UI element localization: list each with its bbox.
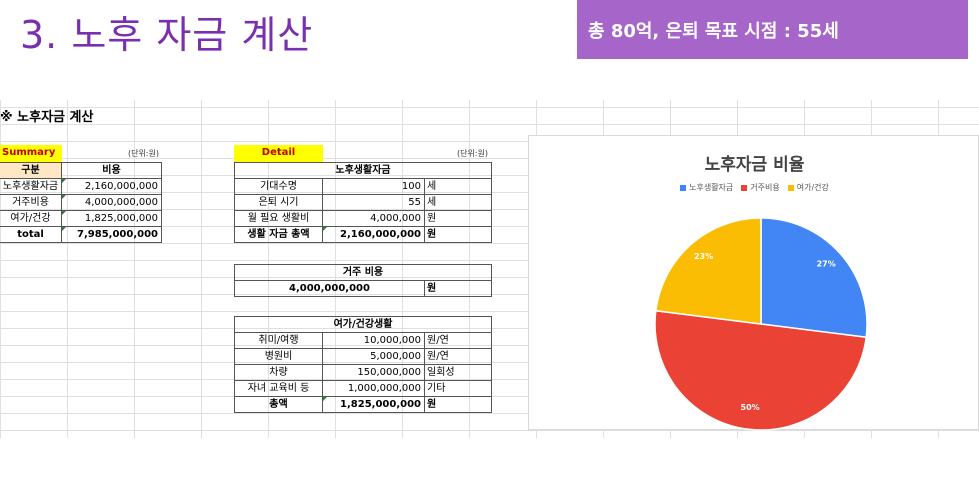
summary-row-value[interactable]: 4,000,000,000	[61, 194, 162, 211]
pie-slice-0[interactable]	[760, 217, 868, 339]
pie-chart-svg: 27% 50% 23%	[654, 217, 868, 431]
legend-item: 거주비용	[741, 182, 780, 193]
living-row-unit[interactable]: 세	[424, 194, 492, 211]
leisure-total-unit[interactable]: 원	[424, 396, 492, 413]
summary-row-name[interactable]: 여가/건강	[0, 210, 62, 227]
living-row-name[interactable]: 월 필요 생활비	[234, 210, 323, 227]
living-total-value[interactable]: 2,160,000,000	[322, 226, 425, 243]
detail-label[interactable]: Detail	[234, 145, 323, 162]
legend-label: 거주비용	[750, 183, 780, 192]
summary-total-label[interactable]: total	[0, 226, 62, 243]
leisure-total-value[interactable]: 1,825,000,000	[322, 396, 425, 413]
pie-slice-2[interactable]	[654, 217, 762, 325]
sheet-title: ※ 노후자금 계산	[0, 110, 94, 125]
pie-slice-label: 27%	[817, 260, 836, 269]
detail-unit[interactable]: (단위:원)	[456, 149, 488, 158]
leisure-row-unit[interactable]: 기타	[424, 380, 492, 397]
leisure-total-name[interactable]: 총액	[234, 396, 323, 413]
leisure-row-value[interactable]: 1,000,000,000	[322, 380, 425, 397]
leisure-row-name[interactable]: 자녀 교육비 등	[234, 380, 323, 397]
chart-title: 노후자금 비율	[704, 155, 805, 175]
living-header[interactable]: 노후생활자금	[234, 162, 492, 179]
summary-unit[interactable]: (단위:원)	[127, 149, 159, 158]
leisure-row-name[interactable]: 취미/여행	[234, 332, 323, 349]
leisure-row-value[interactable]: 150,000,000	[322, 364, 425, 381]
living-row-unit[interactable]: 세	[424, 178, 492, 195]
legend-item: 여가/건강	[787, 182, 829, 193]
summary-header-cost[interactable]: 비용	[61, 162, 162, 179]
leisure-row-unit[interactable]: 원/연	[424, 348, 492, 365]
living-row-value[interactable]: 4,000,000	[322, 210, 425, 227]
leisure-row-value[interactable]: 10,000,000	[322, 332, 425, 349]
leisure-row-unit[interactable]: 일회성	[424, 364, 492, 381]
pie-chart-panel[interactable]: 노후자금 비율 노후생활자금 거주비용 여가/건강 27% 50% 23%	[528, 135, 979, 431]
slide-title: 3. 노후 자금 계산	[20, 13, 314, 57]
legend-label: 노후생활자금	[689, 183, 734, 192]
pie-slice-label: 23%	[694, 252, 713, 261]
housing-value[interactable]: 4,000,000,000	[234, 280, 425, 297]
living-row-value[interactable]: 55	[322, 194, 425, 211]
housing-header[interactable]: 거주 비용	[234, 264, 492, 281]
living-row-value[interactable]: 100	[322, 178, 425, 195]
summary-row-name[interactable]: 거주비용	[0, 194, 62, 211]
summary-header-category[interactable]: 구분	[0, 162, 62, 179]
pie-slice-label: 50%	[741, 403, 760, 412]
summary-row-name[interactable]: 노후생활자금	[0, 178, 62, 195]
leisure-row-name[interactable]: 차량	[234, 364, 323, 381]
leisure-header[interactable]: 여가/건강생활	[234, 316, 492, 333]
pie-slice-1[interactable]	[654, 309, 868, 431]
living-row-name[interactable]: 기대수명	[234, 178, 323, 195]
summary-row-value[interactable]: 2,160,000,000	[61, 178, 162, 195]
living-row-name[interactable]: 은퇴 시기	[234, 194, 323, 211]
leisure-row-unit[interactable]: 원/연	[424, 332, 492, 349]
legend-swatch	[680, 184, 687, 191]
living-row-unit[interactable]: 원	[424, 210, 492, 227]
living-total-name[interactable]: 생활 자금 총액	[234, 226, 323, 243]
leisure-row-value[interactable]: 5,000,000	[322, 348, 425, 365]
legend-label: 여가/건강	[796, 183, 829, 192]
legend-item: 노후생활자금	[680, 182, 733, 193]
leisure-row-name[interactable]: 병원비	[234, 348, 323, 365]
summary-label[interactable]: Summary	[0, 145, 62, 162]
chart-legend: 노후생활자금 거주비용 여가/건강	[529, 182, 979, 193]
summary-total-value[interactable]: 7,985,000,000	[61, 226, 162, 243]
legend-swatch	[787, 184, 794, 191]
housing-unit[interactable]: 원	[424, 280, 492, 297]
legend-swatch	[741, 184, 748, 191]
summary-row-value[interactable]: 1,825,000,000	[61, 210, 162, 227]
living-total-unit[interactable]: 원	[424, 226, 492, 243]
retirement-target-banner: 총 80억, 은퇴 목표 시점 : 55세	[577, 0, 968, 59]
